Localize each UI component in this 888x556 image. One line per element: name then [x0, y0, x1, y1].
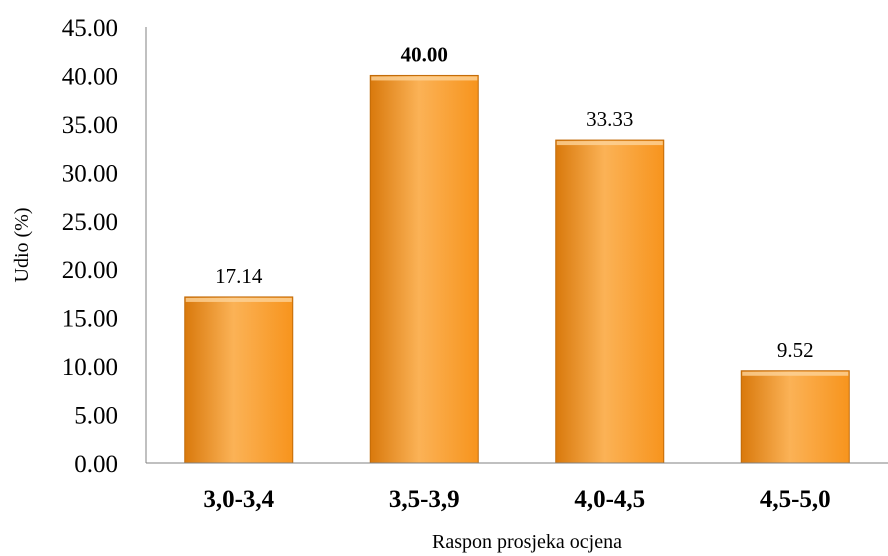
y-tick-label: 30.00 — [62, 160, 118, 187]
bar — [555, 139, 665, 464]
bar — [184, 296, 294, 464]
y-tick-label: 40.00 — [62, 63, 118, 90]
y-tick-label: 25.00 — [62, 209, 118, 236]
bar — [369, 74, 479, 464]
bar — [740, 370, 850, 464]
bar-top-highlight — [742, 371, 849, 376]
y-axis-title: Udio (%) — [11, 208, 33, 283]
bar-top-highlight — [371, 76, 478, 81]
y-axis-ticks: 0.00 5.00 10.00 15.00 20.00 25.00 30.00 35.00 40… — [62, 15, 118, 478]
x-category-label: 4,0-4,5 — [574, 486, 645, 513]
bar-value-label: 9.52 — [777, 338, 814, 362]
y-tick-label: 0.00 — [74, 451, 118, 478]
bar-top-highlight — [556, 141, 663, 146]
x-category-label: 4,5-5,0 — [760, 486, 831, 513]
bars-group: 17.14 40.00 33.33 9.52 — [184, 42, 850, 464]
y-tick-label: 20.00 — [62, 257, 118, 284]
bar-top-highlight — [185, 297, 292, 302]
x-axis-categories: 3,0-3,4 3,5-3,9 4,0-4,5 4,5-5,0 — [203, 486, 830, 513]
x-axis-title: Raspon prosjeka ocjena — [432, 531, 622, 553]
y-tick-label: 45.00 — [62, 15, 118, 42]
bar-value-label: 17.14 — [215, 264, 263, 288]
x-category-label: 3,5-3,9 — [389, 486, 460, 513]
y-tick-label: 10.00 — [62, 354, 118, 381]
bar-value-label: 33.33 — [586, 107, 633, 131]
y-tick-label: 5.00 — [74, 403, 118, 430]
x-category-label: 3,0-3,4 — [203, 486, 274, 513]
axes — [145, 27, 888, 464]
y-tick-label: 35.00 — [62, 112, 118, 139]
y-tick-label: 15.00 — [62, 306, 118, 333]
bar-value-label: 40.00 — [401, 42, 448, 66]
